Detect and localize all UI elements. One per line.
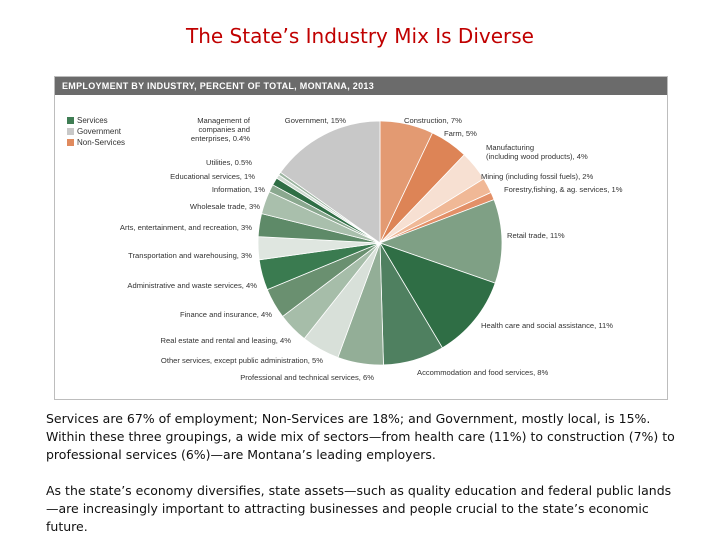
slice-label: Accommodation and food services, 8% [417, 368, 549, 377]
legend-label: Services [77, 116, 108, 125]
slice-label: Finance and insurance, 4% [180, 310, 272, 319]
legend-swatch-services [67, 117, 74, 124]
body-paragraph-1: Services are 67% of employment; Non-Serv… [46, 411, 675, 462]
slice-label: Farm, 5% [444, 129, 477, 138]
slice-label: Wholesale trade, 3% [190, 202, 260, 211]
slice-label: Construction, 7% [404, 116, 462, 125]
slice-label: Utilities, 0.5% [206, 158, 252, 167]
pie-slice [379, 242, 496, 349]
slice-label: Health care and social assistance, 11% [481, 321, 613, 330]
slice-label: Forestry,fishing, & ag. services, 1% [504, 185, 623, 194]
slide-title: The State’s Industry Mix Is Diverse [186, 24, 534, 48]
slice-label: Arts, entertainment, and recreation, 3% [120, 223, 252, 232]
legend-label: Non-Services [77, 138, 126, 147]
legend-item-services: Services [67, 115, 125, 126]
slice-label: Other services, except public administra… [161, 356, 323, 365]
slice-label: Transportation and warehousing, 3% [128, 251, 252, 260]
slice-label: Real estate and rental and leasing, 4% [161, 336, 292, 345]
slice-label: Government, 15% [285, 116, 346, 125]
pie-plot: Construction, 7% Farm, 5% Manufacturing (in… [120, 116, 623, 382]
legend-item-non-services: Non-Services [67, 137, 125, 148]
legend-swatch-non-services [67, 139, 74, 146]
slice-label: Retail trade, 11% [507, 231, 565, 240]
slice-label: Educational services, 1% [170, 172, 255, 181]
slice-label: Management of companies and enterprises, 0… [191, 116, 251, 143]
legend-item-government: Government [67, 126, 125, 137]
chart-title: EMPLOYMENT BY INDUSTRY, PERCENT OF TOTAL… [55, 77, 667, 95]
slice-label: Information, 1% [212, 185, 265, 194]
pie-chart: EMPLOYMENT BY INDUSTRY, PERCENT OF TOTAL… [54, 76, 668, 400]
body-paragraph-2: As the state’s economy diversifies, stat… [46, 483, 672, 534]
pie-slice [279, 120, 381, 244]
slice-label: Administrative and waste services, 4% [127, 281, 257, 290]
pie-slice [378, 199, 503, 284]
slice-label: Mining (including fossil fuels), 2% [481, 172, 594, 181]
chart-legend: Services Government Non-Services [67, 115, 125, 148]
legend-swatch-government [67, 128, 74, 135]
legend-label: Government [77, 127, 122, 136]
slice-label: Professional and technical services, 6% [240, 373, 374, 382]
slice-label: Manufacturing (including wood products), … [486, 143, 588, 161]
